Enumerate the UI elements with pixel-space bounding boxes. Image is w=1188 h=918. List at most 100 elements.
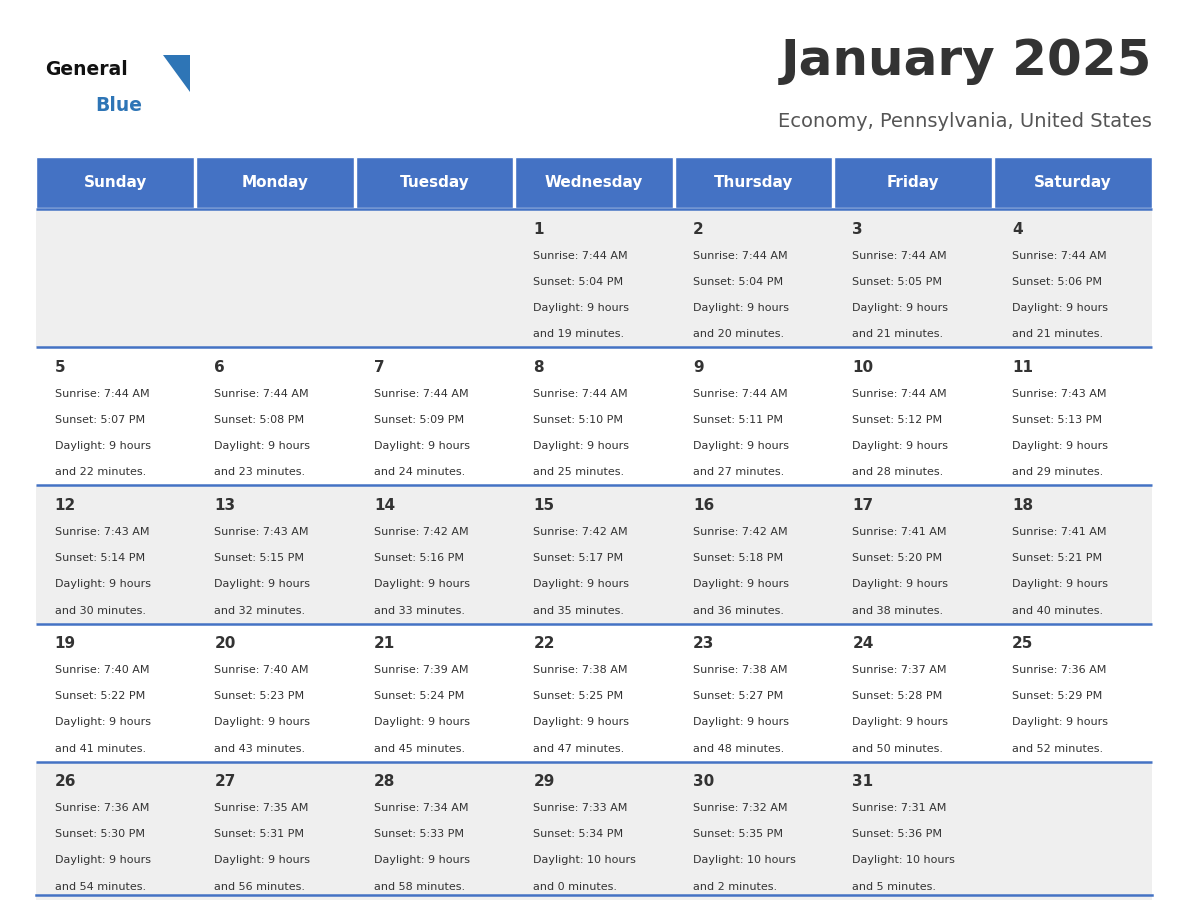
Text: Sunrise: 7:34 AM: Sunrise: 7:34 AM [374, 803, 468, 813]
Text: Sunrise: 7:41 AM: Sunrise: 7:41 AM [1012, 527, 1106, 537]
Text: Sunset: 5:28 PM: Sunset: 5:28 PM [853, 691, 943, 701]
FancyBboxPatch shape [36, 623, 1152, 762]
Text: Daylight: 9 hours: Daylight: 9 hours [1012, 579, 1108, 589]
Text: Sunrise: 7:44 AM: Sunrise: 7:44 AM [1012, 251, 1106, 261]
Text: Sunrise: 7:44 AM: Sunrise: 7:44 AM [693, 251, 788, 261]
Text: Sunset: 5:20 PM: Sunset: 5:20 PM [853, 553, 942, 563]
Text: and 52 minutes.: and 52 minutes. [1012, 744, 1104, 754]
Text: and 35 minutes.: and 35 minutes. [533, 606, 625, 616]
Text: Daylight: 9 hours: Daylight: 9 hours [55, 856, 151, 866]
Text: Tuesday: Tuesday [399, 175, 469, 190]
Text: Sunrise: 7:43 AM: Sunrise: 7:43 AM [55, 527, 150, 537]
Text: Daylight: 9 hours: Daylight: 9 hours [693, 303, 789, 313]
Text: 28: 28 [374, 774, 396, 789]
Text: Economy, Pennsylvania, United States: Economy, Pennsylvania, United States [778, 112, 1152, 131]
Text: Sunrise: 7:42 AM: Sunrise: 7:42 AM [693, 527, 788, 537]
Text: and 38 minutes.: and 38 minutes. [853, 606, 943, 616]
Text: Sunrise: 7:33 AM: Sunrise: 7:33 AM [533, 803, 627, 813]
Text: and 29 minutes.: and 29 minutes. [1012, 467, 1104, 477]
FancyBboxPatch shape [993, 157, 1151, 208]
Text: 27: 27 [214, 774, 235, 789]
Text: Sunrise: 7:38 AM: Sunrise: 7:38 AM [533, 665, 628, 675]
Text: Saturday: Saturday [1034, 175, 1112, 190]
Text: and 56 minutes.: and 56 minutes. [214, 881, 305, 891]
Text: and 43 minutes.: and 43 minutes. [214, 744, 305, 754]
Text: Sunset: 5:27 PM: Sunset: 5:27 PM [693, 691, 783, 701]
FancyBboxPatch shape [355, 157, 513, 208]
Text: Sunset: 5:24 PM: Sunset: 5:24 PM [374, 691, 465, 701]
Text: Sunset: 5:14 PM: Sunset: 5:14 PM [55, 553, 145, 563]
Text: Wednesday: Wednesday [545, 175, 643, 190]
Text: and 21 minutes.: and 21 minutes. [1012, 330, 1104, 340]
Text: and 19 minutes.: and 19 minutes. [533, 330, 625, 340]
Text: 4: 4 [1012, 222, 1023, 237]
FancyBboxPatch shape [516, 157, 672, 208]
Text: 6: 6 [214, 360, 225, 375]
Text: Daylight: 9 hours: Daylight: 9 hours [55, 442, 151, 452]
FancyBboxPatch shape [36, 347, 1152, 486]
Text: and 58 minutes.: and 58 minutes. [374, 881, 465, 891]
Text: and 21 minutes.: and 21 minutes. [853, 330, 943, 340]
Text: Sunset: 5:11 PM: Sunset: 5:11 PM [693, 415, 783, 425]
Text: Sunrise: 7:40 AM: Sunrise: 7:40 AM [214, 665, 309, 675]
Text: Sunrise: 7:38 AM: Sunrise: 7:38 AM [693, 665, 788, 675]
FancyBboxPatch shape [36, 209, 1152, 347]
Text: and 36 minutes.: and 36 minutes. [693, 606, 784, 616]
Text: Sunrise: 7:44 AM: Sunrise: 7:44 AM [853, 251, 947, 261]
Text: and 30 minutes.: and 30 minutes. [55, 606, 146, 616]
Text: 10: 10 [853, 360, 873, 375]
Text: 3: 3 [853, 222, 862, 237]
Text: 19: 19 [55, 636, 76, 651]
Text: Sunrise: 7:35 AM: Sunrise: 7:35 AM [214, 803, 309, 813]
Text: Sunset: 5:09 PM: Sunset: 5:09 PM [374, 415, 465, 425]
Text: Sunset: 5:17 PM: Sunset: 5:17 PM [533, 553, 624, 563]
Text: 23: 23 [693, 636, 714, 651]
Text: Daylight: 10 hours: Daylight: 10 hours [853, 856, 955, 866]
Text: Daylight: 9 hours: Daylight: 9 hours [214, 717, 310, 727]
Text: Sunset: 5:13 PM: Sunset: 5:13 PM [1012, 415, 1102, 425]
Text: and 0 minutes.: and 0 minutes. [533, 881, 618, 891]
Text: Daylight: 9 hours: Daylight: 9 hours [1012, 303, 1108, 313]
Text: Blue: Blue [95, 96, 143, 116]
FancyBboxPatch shape [834, 157, 992, 208]
Text: and 2 minutes.: and 2 minutes. [693, 881, 777, 891]
Text: Sunset: 5:18 PM: Sunset: 5:18 PM [693, 553, 783, 563]
Text: and 22 minutes.: and 22 minutes. [55, 467, 146, 477]
Text: Friday: Friday [886, 175, 940, 190]
Text: and 33 minutes.: and 33 minutes. [374, 606, 465, 616]
Text: Sunset: 5:35 PM: Sunset: 5:35 PM [693, 829, 783, 839]
Text: 26: 26 [55, 774, 76, 789]
Text: and 25 minutes.: and 25 minutes. [533, 467, 625, 477]
Text: January 2025: January 2025 [781, 37, 1152, 84]
Text: Sunset: 5:31 PM: Sunset: 5:31 PM [214, 829, 304, 839]
Text: and 50 minutes.: and 50 minutes. [853, 744, 943, 754]
Text: Daylight: 9 hours: Daylight: 9 hours [533, 579, 630, 589]
Text: Sunset: 5:33 PM: Sunset: 5:33 PM [374, 829, 463, 839]
Text: Sunrise: 7:37 AM: Sunrise: 7:37 AM [853, 665, 947, 675]
Text: 24: 24 [853, 636, 874, 651]
Text: 17: 17 [853, 498, 873, 513]
Text: Sunset: 5:22 PM: Sunset: 5:22 PM [55, 691, 145, 701]
Text: Sunset: 5:25 PM: Sunset: 5:25 PM [533, 691, 624, 701]
FancyBboxPatch shape [675, 157, 833, 208]
Text: Daylight: 9 hours: Daylight: 9 hours [693, 442, 789, 452]
Text: and 27 minutes.: and 27 minutes. [693, 467, 784, 477]
Text: Sunrise: 7:44 AM: Sunrise: 7:44 AM [533, 251, 628, 261]
Text: Sunrise: 7:44 AM: Sunrise: 7:44 AM [374, 389, 468, 398]
Text: 15: 15 [533, 498, 555, 513]
Text: Daylight: 9 hours: Daylight: 9 hours [853, 442, 948, 452]
Text: 5: 5 [55, 360, 65, 375]
Text: and 54 minutes.: and 54 minutes. [55, 881, 146, 891]
Text: Sunset: 5:16 PM: Sunset: 5:16 PM [374, 553, 463, 563]
Text: Daylight: 9 hours: Daylight: 9 hours [374, 856, 469, 866]
Text: Sunset: 5:04 PM: Sunset: 5:04 PM [533, 277, 624, 287]
Text: 14: 14 [374, 498, 394, 513]
Text: Sunset: 5:12 PM: Sunset: 5:12 PM [853, 415, 942, 425]
Text: Sunrise: 7:32 AM: Sunrise: 7:32 AM [693, 803, 788, 813]
Text: Daylight: 9 hours: Daylight: 9 hours [374, 442, 469, 452]
Text: Sunset: 5:06 PM: Sunset: 5:06 PM [1012, 277, 1102, 287]
Text: and 32 minutes.: and 32 minutes. [214, 606, 305, 616]
Text: 1: 1 [533, 222, 544, 237]
Text: Sunrise: 7:36 AM: Sunrise: 7:36 AM [55, 803, 150, 813]
Text: 7: 7 [374, 360, 385, 375]
